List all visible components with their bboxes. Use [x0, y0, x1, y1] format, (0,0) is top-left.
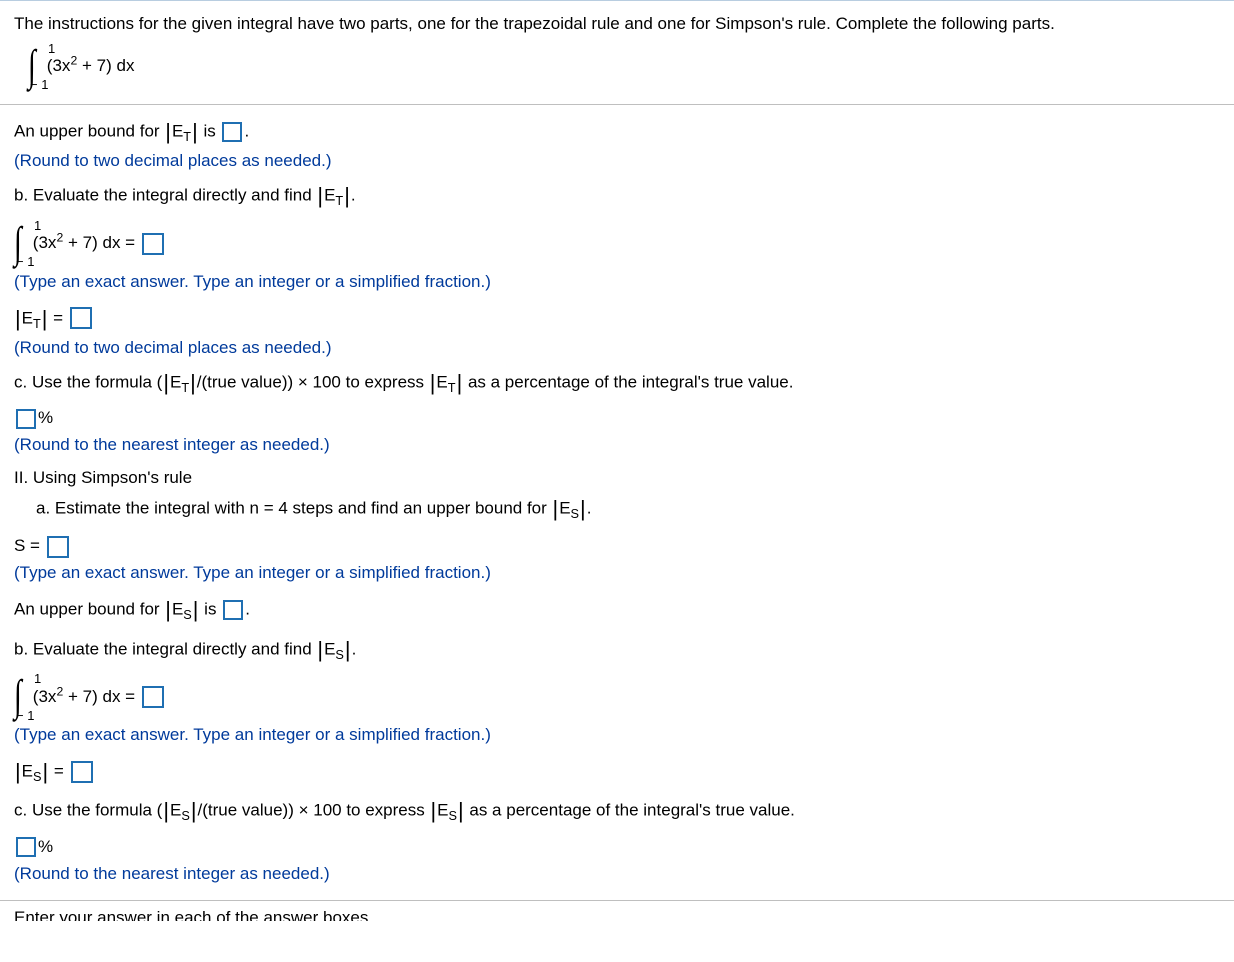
answer-input-es-percent[interactable] — [16, 837, 36, 857]
part2c-percent: % — [14, 836, 1220, 859]
part2b-heading: b. Evaluate the integral directly and fi… — [14, 635, 1220, 664]
hint-round-int-2: (Round to the nearest integer as needed.… — [14, 863, 1220, 886]
hint-type-exact: (Type an exact answer. Type an integer o… — [14, 271, 1220, 294]
part1c-heading: c. Use the formula (|ET|/(true value)) ×… — [14, 368, 1220, 397]
part2c-heading: c. Use the formula (|ES|/(true value)) ×… — [14, 796, 1220, 825]
answer-input-et-bound[interactable] — [222, 122, 242, 142]
integrand: (3x2 + 7) dx — [47, 55, 135, 78]
part1b-heading: b. Evaluate the integral directly and fi… — [14, 181, 1220, 210]
integral-sign: 1 ∫ − 1 — [28, 44, 40, 90]
part2-heading: II. Using Simpson's rule — [14, 467, 1220, 490]
intro-integral: 1 ∫ − 1 (3x2 + 7) dx — [28, 44, 1220, 90]
intro-text: The instructions for the given integral … — [14, 13, 1220, 36]
part1b-integral: 1 ∫ − 1 (3x2 + 7) dx = — [14, 221, 1220, 267]
hint-type-exact-2: (Type an exact answer. Type an integer o… — [14, 562, 1220, 585]
answer-input-integral-value-2[interactable] — [142, 686, 164, 708]
part2a-S: S = — [14, 535, 1220, 558]
question-body: An upper bound for |ET| is . (Round to t… — [0, 105, 1234, 900]
answer-input-S[interactable] — [47, 536, 69, 558]
hint-round-int: (Round to the nearest integer as needed.… — [14, 434, 1220, 457]
integral-sign: 1 ∫ − 1 — [14, 221, 26, 267]
part1b-et-value: |ET| = — [14, 304, 1220, 333]
part2b-integral: 1 ∫ − 1 (3x2 + 7) dx = — [14, 674, 1220, 720]
part2a-bound: An upper bound for |ES| is . — [14, 595, 1220, 624]
part1c-percent: % — [14, 407, 1220, 430]
answer-input-et-percent[interactable] — [16, 409, 36, 429]
integral-sign: 1 ∫ − 1 — [14, 674, 26, 720]
part1a-bound-line: An upper bound for |ET| is . — [14, 117, 1220, 146]
footer-cutoff-text: Enter your answer in each of the answer … — [0, 901, 1234, 921]
problem-intro: The instructions for the given integral … — [0, 0, 1234, 104]
answer-input-et-value[interactable] — [70, 307, 92, 329]
hint-type-exact-3: (Type an exact answer. Type an integer o… — [14, 724, 1220, 747]
answer-input-integral-value-1[interactable] — [142, 233, 164, 255]
answer-input-es-bound[interactable] — [223, 600, 243, 620]
hint-round-2dp: (Round to two decimal places as needed.) — [14, 150, 1220, 173]
part2b-es-value: |ES| = — [14, 757, 1220, 786]
part2a-line: a. Estimate the integral with n = 4 step… — [14, 494, 1220, 523]
answer-input-es-value[interactable] — [71, 761, 93, 783]
hint-round-2dp-2: (Round to two decimal places as needed.) — [14, 337, 1220, 360]
